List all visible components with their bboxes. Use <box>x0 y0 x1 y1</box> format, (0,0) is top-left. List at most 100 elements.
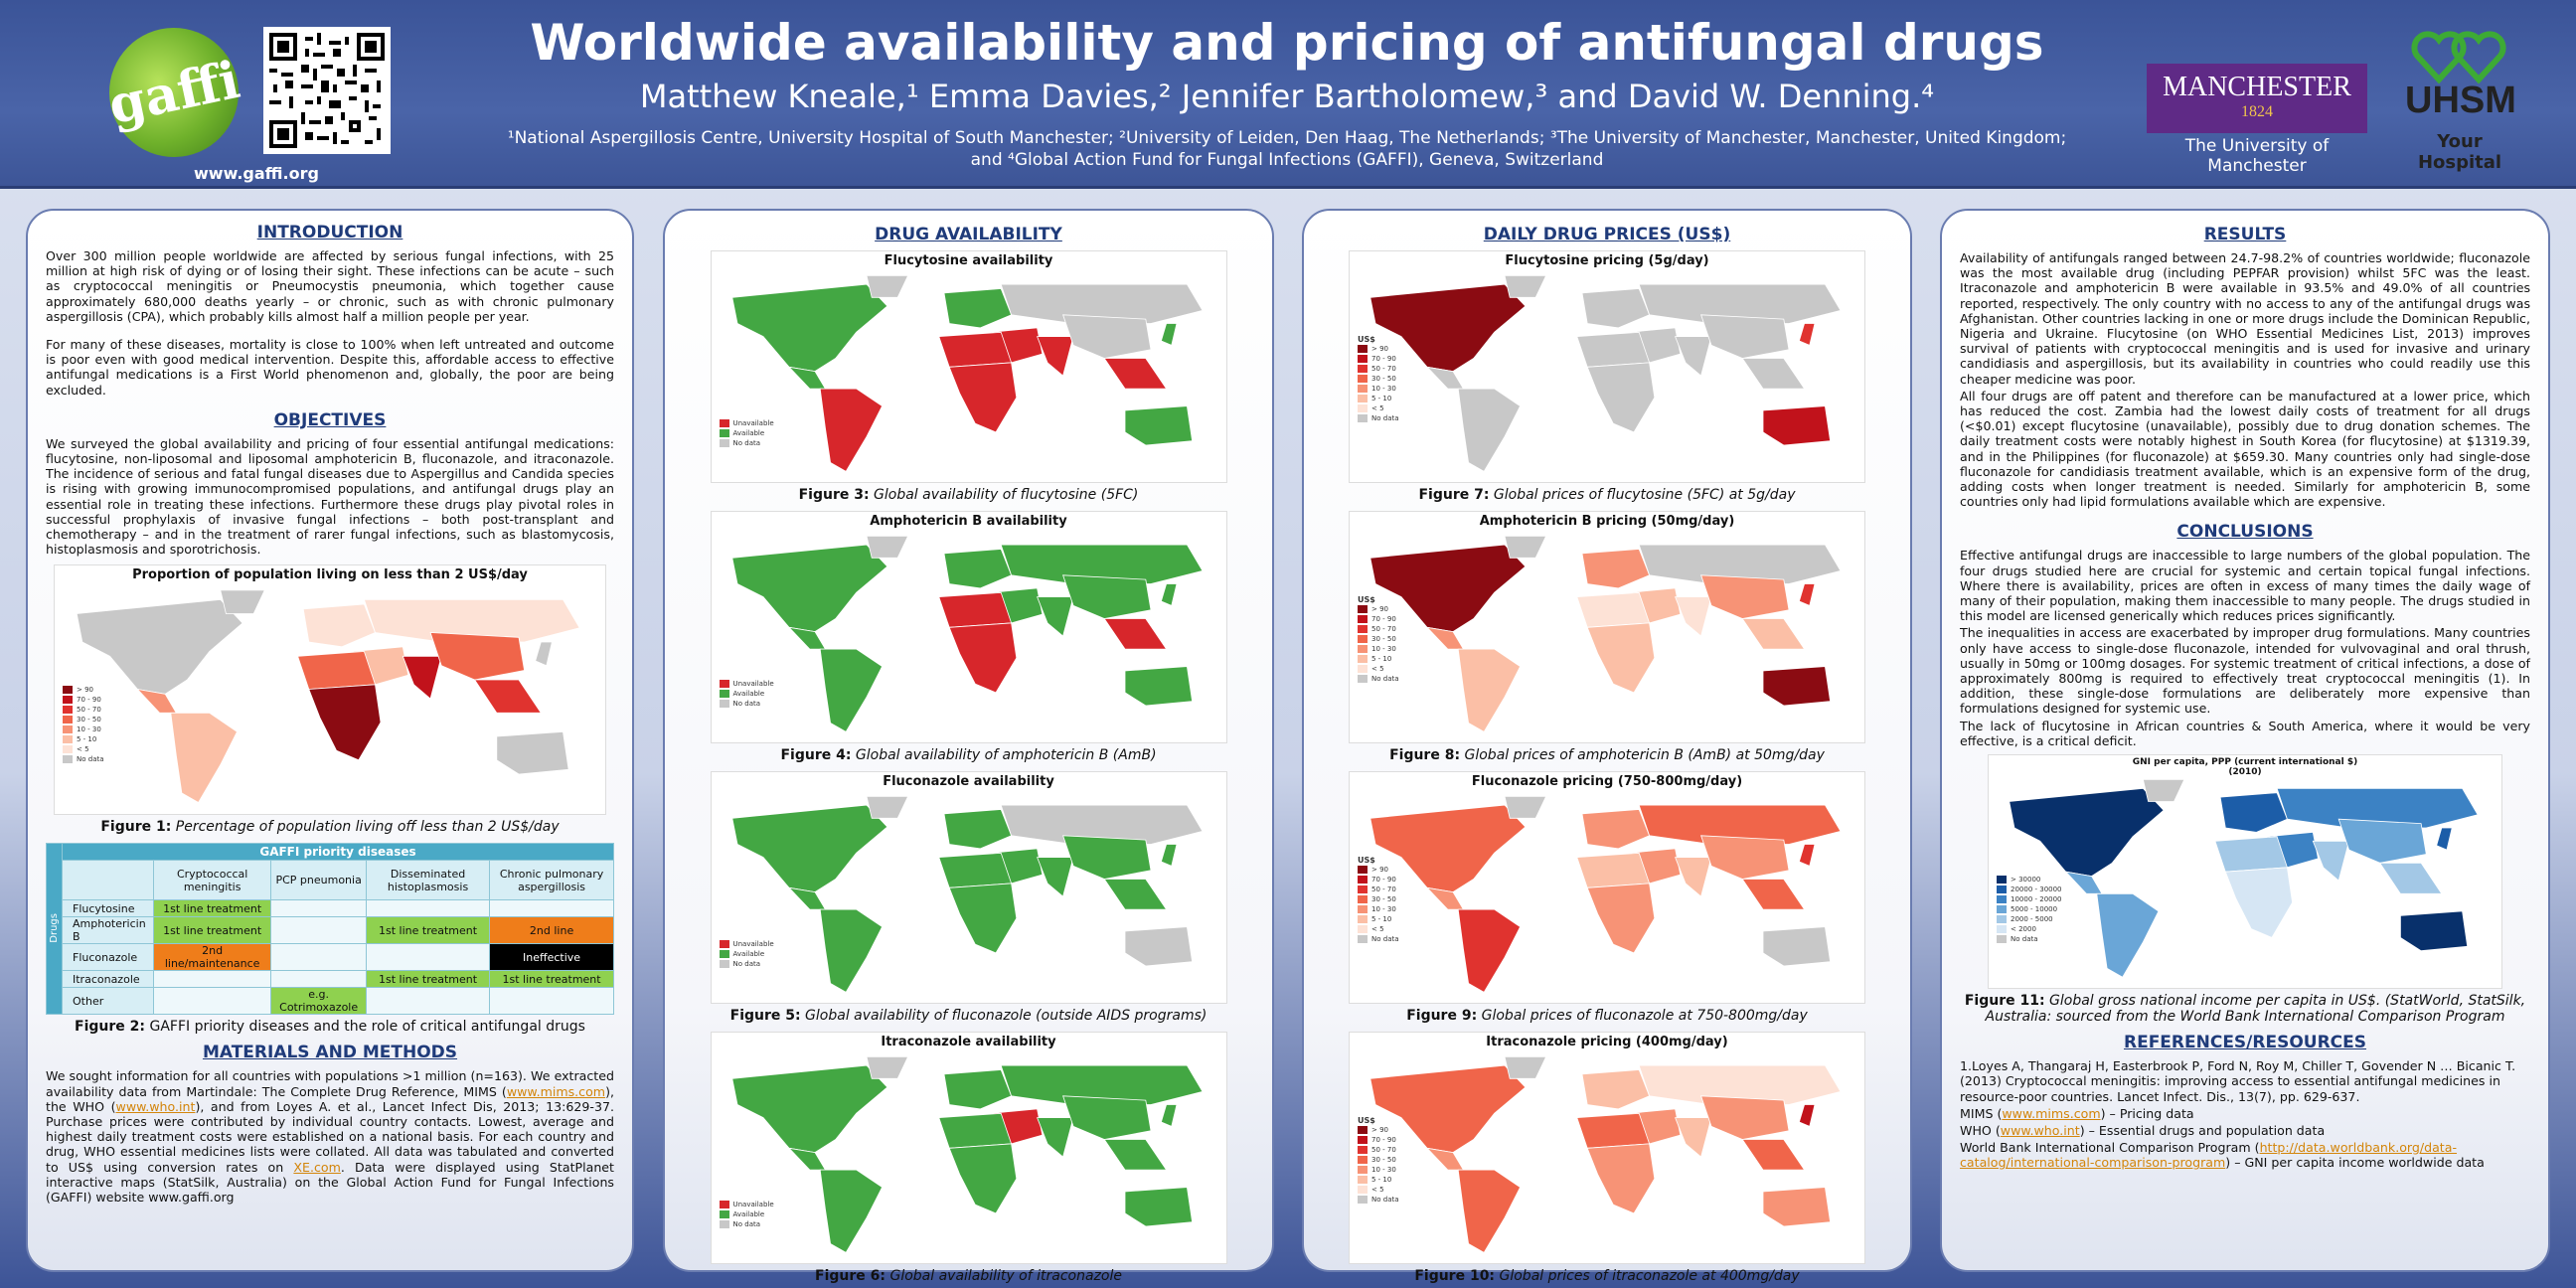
results-paragraph-2: All four drugs are off patent and theref… <box>1960 388 2530 510</box>
prices-legend-title: US$ <box>1358 1116 1375 1125</box>
manchester-logo[interactable]: MANCHESTER 1824 <box>2147 64 2367 133</box>
availability-caption-label: Figure 6: <box>815 1268 886 1284</box>
objectives-paragraph: We surveyed the global availability and … <box>46 435 614 558</box>
table-cell <box>270 943 367 972</box>
legend-swatch <box>1358 1186 1368 1194</box>
legend-swatch <box>1358 905 1368 913</box>
legend-swatch <box>719 700 729 708</box>
prices-map-caption: Figure 10: Global prices of itraconazole… <box>1322 1268 1892 1284</box>
map-region-japan <box>535 642 553 667</box>
legend-label: No data <box>77 755 104 764</box>
column-availability: DRUG AVAILABILITY Flucytosine availabili… <box>663 209 1274 1284</box>
conclusions-paragraph-3: The lack of flucytosine in African count… <box>1960 718 2530 748</box>
uhsm-hearts-icon <box>2411 31 2506 84</box>
table-col-histoplasmosis: Disseminated histoplasmosis <box>365 860 491 901</box>
availability-map: Amphotericin B availability Unavailable Av… <box>710 511 1227 743</box>
table-cell <box>365 987 491 1016</box>
legend-swatch <box>63 706 73 715</box>
legend-label: Available <box>732 690 765 698</box>
availability-map-graphic <box>730 796 1204 993</box>
table-row: Other e.g. Cotrimoxazole <box>47 987 614 1016</box>
map-region-europe <box>302 604 377 648</box>
reference-worldbank-link[interactable]: http://data.worldbank.org/data-catalog/i… <box>1960 1140 2458 1171</box>
map-region-india <box>1675 336 1712 377</box>
legend-row: 5 - 10 <box>1358 914 1399 924</box>
table-cell <box>489 899 614 918</box>
legend-swatch <box>1358 635 1368 643</box>
legend-swatch <box>719 680 729 688</box>
map-region-central-america <box>787 886 826 910</box>
reference-who-link[interactable]: www.who.int <box>2000 1122 2080 1138</box>
legend-row: > 90 <box>1358 604 1399 614</box>
map-region-africa-north <box>1576 591 1651 628</box>
legend-swatch <box>1358 655 1368 663</box>
map-region-india <box>1036 857 1074 897</box>
map-region-north-america <box>2009 787 2165 878</box>
gaffi-logo[interactable]: gaffi <box>96 15 251 170</box>
map-region-north-america <box>76 599 243 696</box>
map-region-south-america <box>170 713 239 804</box>
legend-row: 10 - 30 <box>1358 904 1399 914</box>
legend-label: No data <box>1371 414 1399 422</box>
availability-map-graphic <box>730 275 1204 472</box>
mims-link[interactable]: www.mims.com <box>506 1083 606 1099</box>
legend-row: No data <box>719 438 774 448</box>
legend-swatch <box>719 419 729 427</box>
prices-map-title: Flucytosine pricing (5g/day) <box>1505 253 1709 268</box>
legend-row: 5 - 10 <box>1358 1175 1399 1185</box>
poster-affiliations: ¹National Aspergillosis Centre, Universi… <box>507 128 2067 170</box>
methods-text-3: ), and from Loyes A. et al., Lancet Infe… <box>46 1098 614 1175</box>
legend-row: 10 - 30 <box>1358 1165 1399 1175</box>
legend-row: 50 - 70 <box>63 705 104 715</box>
legend-label: 30 - 50 <box>1371 895 1396 903</box>
legend-swatch <box>1358 615 1368 623</box>
legend-row: 70 - 90 <box>1358 354 1399 364</box>
prices-map-graphic <box>1369 796 1842 993</box>
map-region-europe <box>943 288 1012 329</box>
reference-mims-link[interactable]: www.mims.com <box>2002 1105 2101 1121</box>
availability-caption-text: Global availability of fluconazole (outs… <box>805 1008 1208 1024</box>
map-region-central-america <box>787 366 826 390</box>
legend-row: Available <box>719 428 774 438</box>
legend-label: < 2000 <box>2011 925 2036 934</box>
uhsm-logo-text: UHSM <box>2405 80 2516 121</box>
legend-row: 70 - 90 <box>1358 614 1399 624</box>
availability-caption-label: Figure 3: <box>798 487 870 503</box>
map-region-russia <box>1638 544 1842 584</box>
map-region-se-asia <box>1741 1139 1806 1171</box>
map-region-africa-north <box>297 651 377 691</box>
conclusions-heading: CONCLUSIONS <box>2176 522 2314 543</box>
availability-map-caption: Figure 4: Global availability of amphote… <box>683 747 1254 763</box>
legend-label: < 5 <box>1371 665 1384 673</box>
figure-1-caption: Figure 1: Percentage of population livin… <box>46 819 614 835</box>
map-region-russia <box>1638 1064 1842 1105</box>
map-region-africa-south <box>1586 883 1656 954</box>
xe-link[interactable]: XE.com <box>293 1159 341 1175</box>
map-region-central-america <box>1425 1147 1465 1171</box>
reference-worldbank: World Bank International Comparison Prog… <box>1960 1140 2530 1170</box>
legend-label: Unavailable <box>732 419 774 427</box>
legend-row: 10 - 30 <box>63 724 104 734</box>
map-region-russia <box>1000 804 1204 845</box>
legend-label: 10 - 30 <box>1371 385 1396 393</box>
map-region-africa-south <box>948 1143 1017 1214</box>
prices-caption-label: Figure 10: <box>1414 1268 1496 1284</box>
map-region-australia <box>1762 666 1832 707</box>
map-region-south-america <box>819 388 883 472</box>
legend-row: < 5 <box>1358 924 1399 934</box>
figure-2-label: Figure 2: <box>75 1019 146 1036</box>
table-cell: Ineffective <box>489 943 614 972</box>
legend-row: > 90 <box>63 685 104 695</box>
map-region-russia <box>1000 1064 1204 1105</box>
map-region-central-america <box>1425 366 1465 390</box>
gaffi-url[interactable]: www.gaffi.org <box>194 164 319 183</box>
legend-swatch <box>719 940 729 948</box>
table-drug: Itraconazole <box>62 970 154 989</box>
prices-map-legend: US$ > 90 70 - 90 50 - 70 30 - 50 10 - 30 5 - 1… <box>1358 856 1399 944</box>
who-link[interactable]: www.who.int <box>115 1098 196 1114</box>
legend-label: 70 - 90 <box>77 696 101 705</box>
map-region-russia <box>1000 544 1204 584</box>
legend-swatch <box>1358 1166 1368 1174</box>
map-region-africa-south <box>2224 867 2294 938</box>
poster-title: Worldwide availability and pricing of an… <box>530 14 2044 72</box>
